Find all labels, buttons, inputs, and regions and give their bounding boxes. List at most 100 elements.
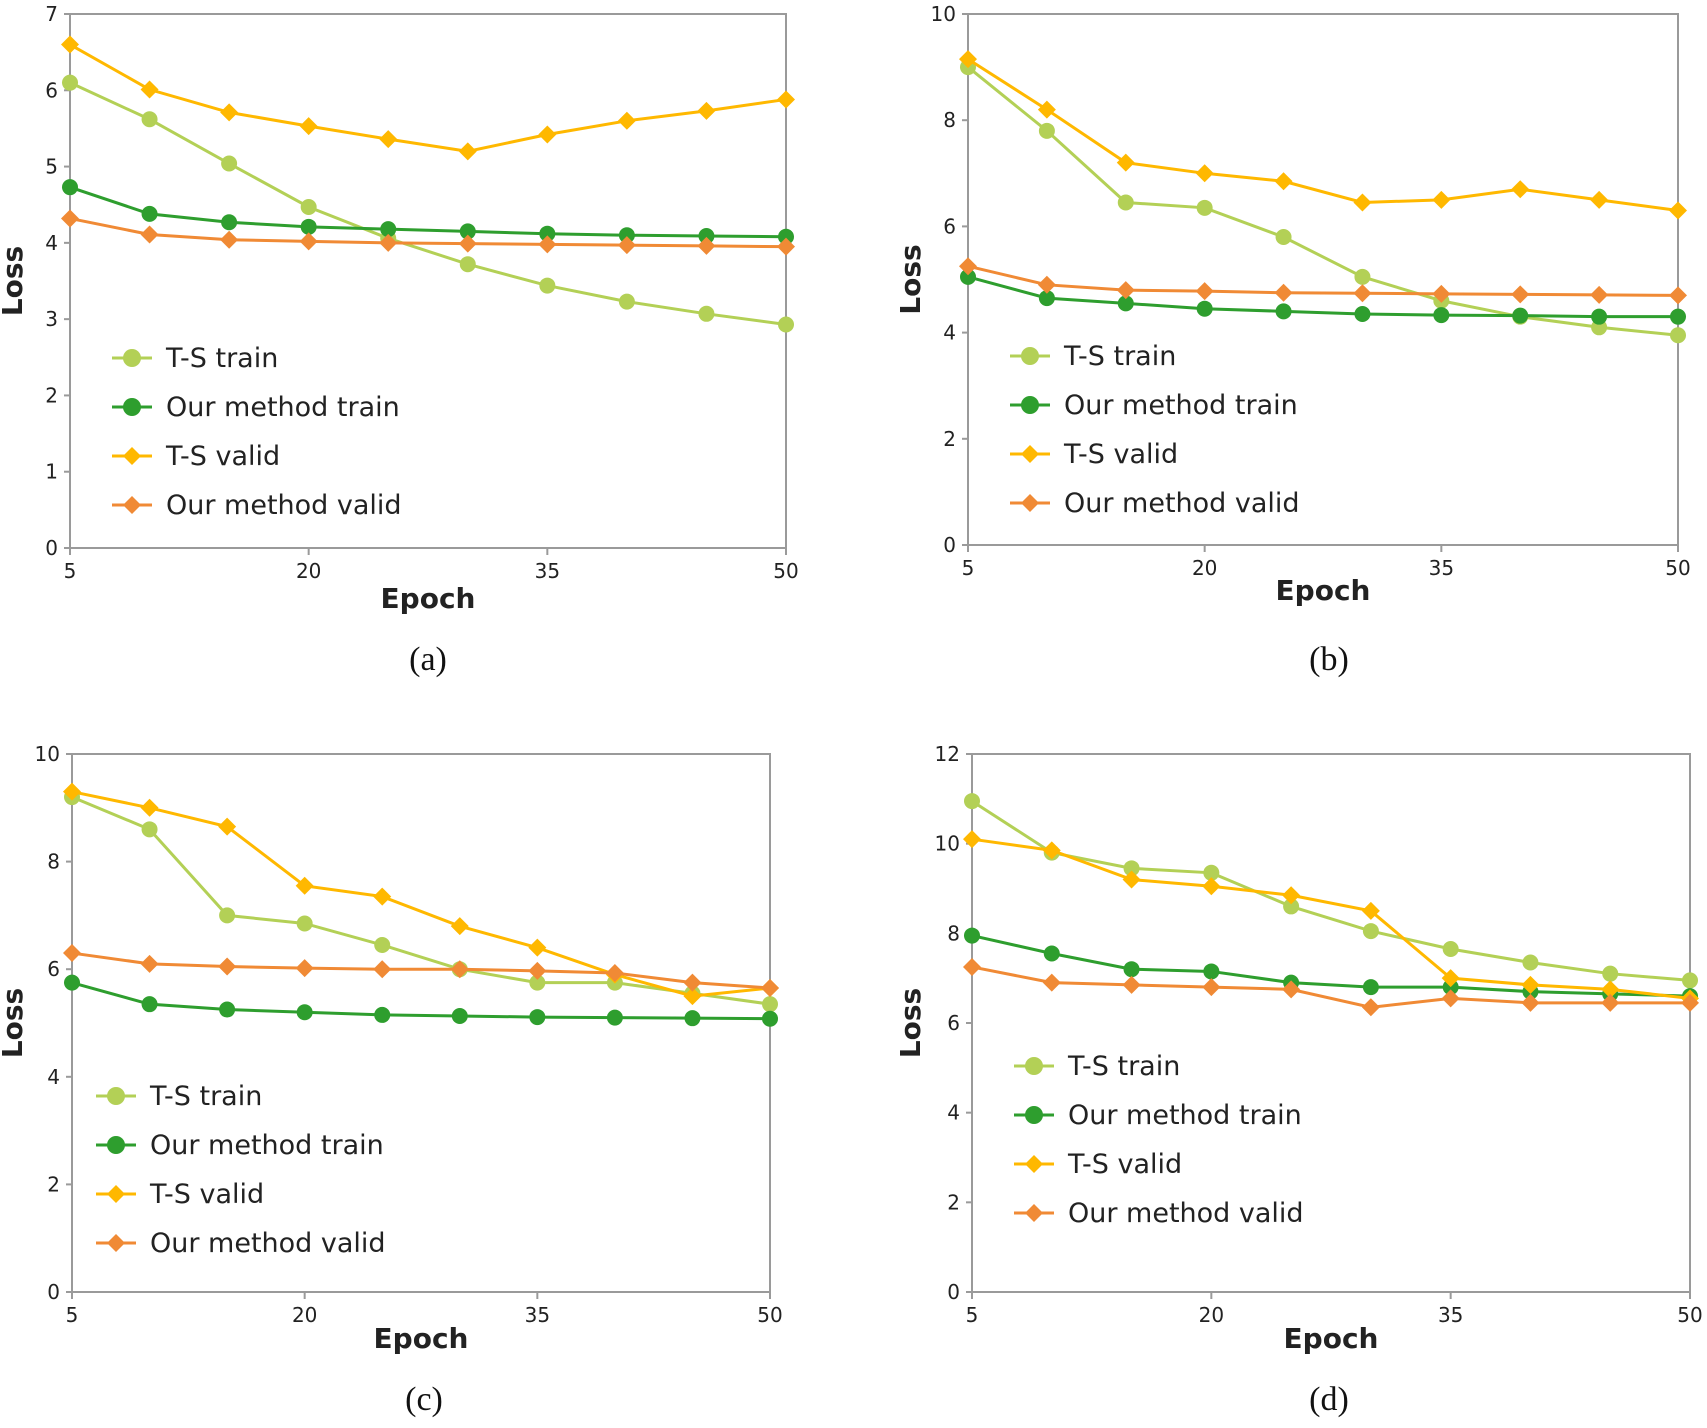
data-point (1590, 190, 1609, 209)
data-point (1590, 285, 1609, 304)
data-point (698, 305, 715, 322)
data-point (1669, 201, 1687, 220)
data-point (300, 218, 317, 235)
data-point (1037, 100, 1056, 119)
series-our-valid (61, 209, 795, 256)
data-point (778, 316, 794, 333)
data-point (1512, 307, 1529, 324)
y-tick-label: 2 (45, 383, 58, 407)
series-line (971, 965, 1690, 1009)
panel-caption: (a) (409, 641, 447, 678)
data-point (379, 233, 398, 252)
legend-marker (107, 1234, 125, 1252)
data-point (1274, 283, 1293, 302)
data-point (761, 979, 779, 998)
y-tick-label: 2 (47, 1172, 60, 1196)
data-point (1681, 993, 1699, 1012)
x-tick-label: 35 (1438, 1303, 1463, 1327)
data-point (960, 268, 976, 285)
data-point (1283, 898, 1300, 915)
data-point (778, 228, 794, 245)
data-point (963, 957, 981, 976)
data-point (1361, 901, 1380, 920)
data-point (777, 237, 795, 256)
series-ts-valid (61, 35, 795, 161)
data-point (64, 974, 80, 991)
legend-label: Our method train (150, 1130, 384, 1161)
data-point (295, 959, 314, 978)
series-line (69, 81, 787, 326)
x-tick-label: 50 (757, 1303, 782, 1327)
y-tick-label: 4 (943, 321, 956, 345)
x-tick-label: 20 (296, 559, 321, 583)
legend-label: T-S valid (1067, 1149, 1182, 1180)
legend-label: Our method train (1068, 1100, 1302, 1131)
data-point (762, 996, 778, 1013)
legend-label: T-S valid (149, 1179, 264, 1210)
series-our-train (964, 927, 1698, 1005)
data-point (218, 957, 237, 976)
data-point (1196, 300, 1213, 317)
series-ts-train (964, 793, 1698, 989)
data-point (63, 944, 81, 963)
data-point (451, 1008, 468, 1025)
data-point (1521, 993, 1540, 1012)
legend-marker (1025, 1106, 1043, 1124)
data-point (62, 179, 78, 196)
data-point (1354, 268, 1371, 285)
data-point (1196, 199, 1213, 216)
x-tick-label: 5 (66, 1303, 79, 1327)
legend-label: Our method valid (150, 1228, 386, 1259)
data-point (1042, 841, 1061, 860)
series-line (971, 837, 1691, 1000)
data-point (697, 236, 716, 255)
data-point (1116, 153, 1135, 172)
data-point (1038, 290, 1055, 307)
data-point (964, 927, 980, 944)
y-tick-label: 4 (947, 1101, 960, 1125)
data-point (618, 293, 635, 310)
data-point (299, 117, 318, 136)
series-our-train (62, 179, 794, 245)
series-line (967, 264, 1679, 297)
data-point (450, 960, 469, 979)
data-point (1203, 864, 1220, 881)
data-point (617, 236, 636, 255)
data-point (295, 876, 314, 895)
panel-caption: (c) (405, 1381, 443, 1418)
data-point (379, 130, 398, 149)
y-axis-label: Loss (894, 988, 927, 1058)
data-point (529, 1009, 546, 1026)
data-point (1122, 975, 1141, 994)
y-tick-label: 4 (47, 1065, 60, 1089)
x-tick-label: 5 (64, 559, 77, 583)
legend-marker (107, 1087, 125, 1105)
data-point (1591, 308, 1608, 325)
data-point (459, 223, 476, 240)
data-point (1361, 998, 1380, 1017)
data-point (1042, 973, 1061, 992)
data-point (63, 782, 81, 801)
x-tick-label: 50 (1665, 556, 1690, 580)
chart-panel-a: 0 1 2 3 4 5 6 7 5 20 35 50 Epoch Loss T-S train Our met… (0, 2, 799, 678)
y-tick-label: 4 (45, 231, 58, 255)
series-line (971, 934, 1691, 998)
chart-panel-b: 0 2 4 6 8 10 5 20 35 50 Epoch Loss T-S train Our meth… (894, 2, 1691, 678)
legend-marker (1021, 347, 1039, 365)
data-point (1601, 993, 1620, 1012)
data-point (140, 798, 159, 817)
data-point (539, 277, 556, 294)
data-point (528, 961, 547, 980)
y-tick-label: 10 (935, 832, 960, 856)
legend-marker (107, 1136, 125, 1154)
y-tick-label: 7 (45, 2, 58, 26)
data-point (683, 987, 702, 1006)
data-point (606, 1009, 623, 1026)
legend-label: Our method valid (1068, 1198, 1304, 1229)
chart-panel-c: 0 2 4 6 8 10 5 20 35 50 Epoch Loss T-S train Our meth… (0, 742, 783, 1418)
series-line (71, 951, 771, 990)
data-point (1203, 963, 1220, 980)
data-point (1511, 285, 1530, 304)
data-point (1602, 965, 1619, 982)
